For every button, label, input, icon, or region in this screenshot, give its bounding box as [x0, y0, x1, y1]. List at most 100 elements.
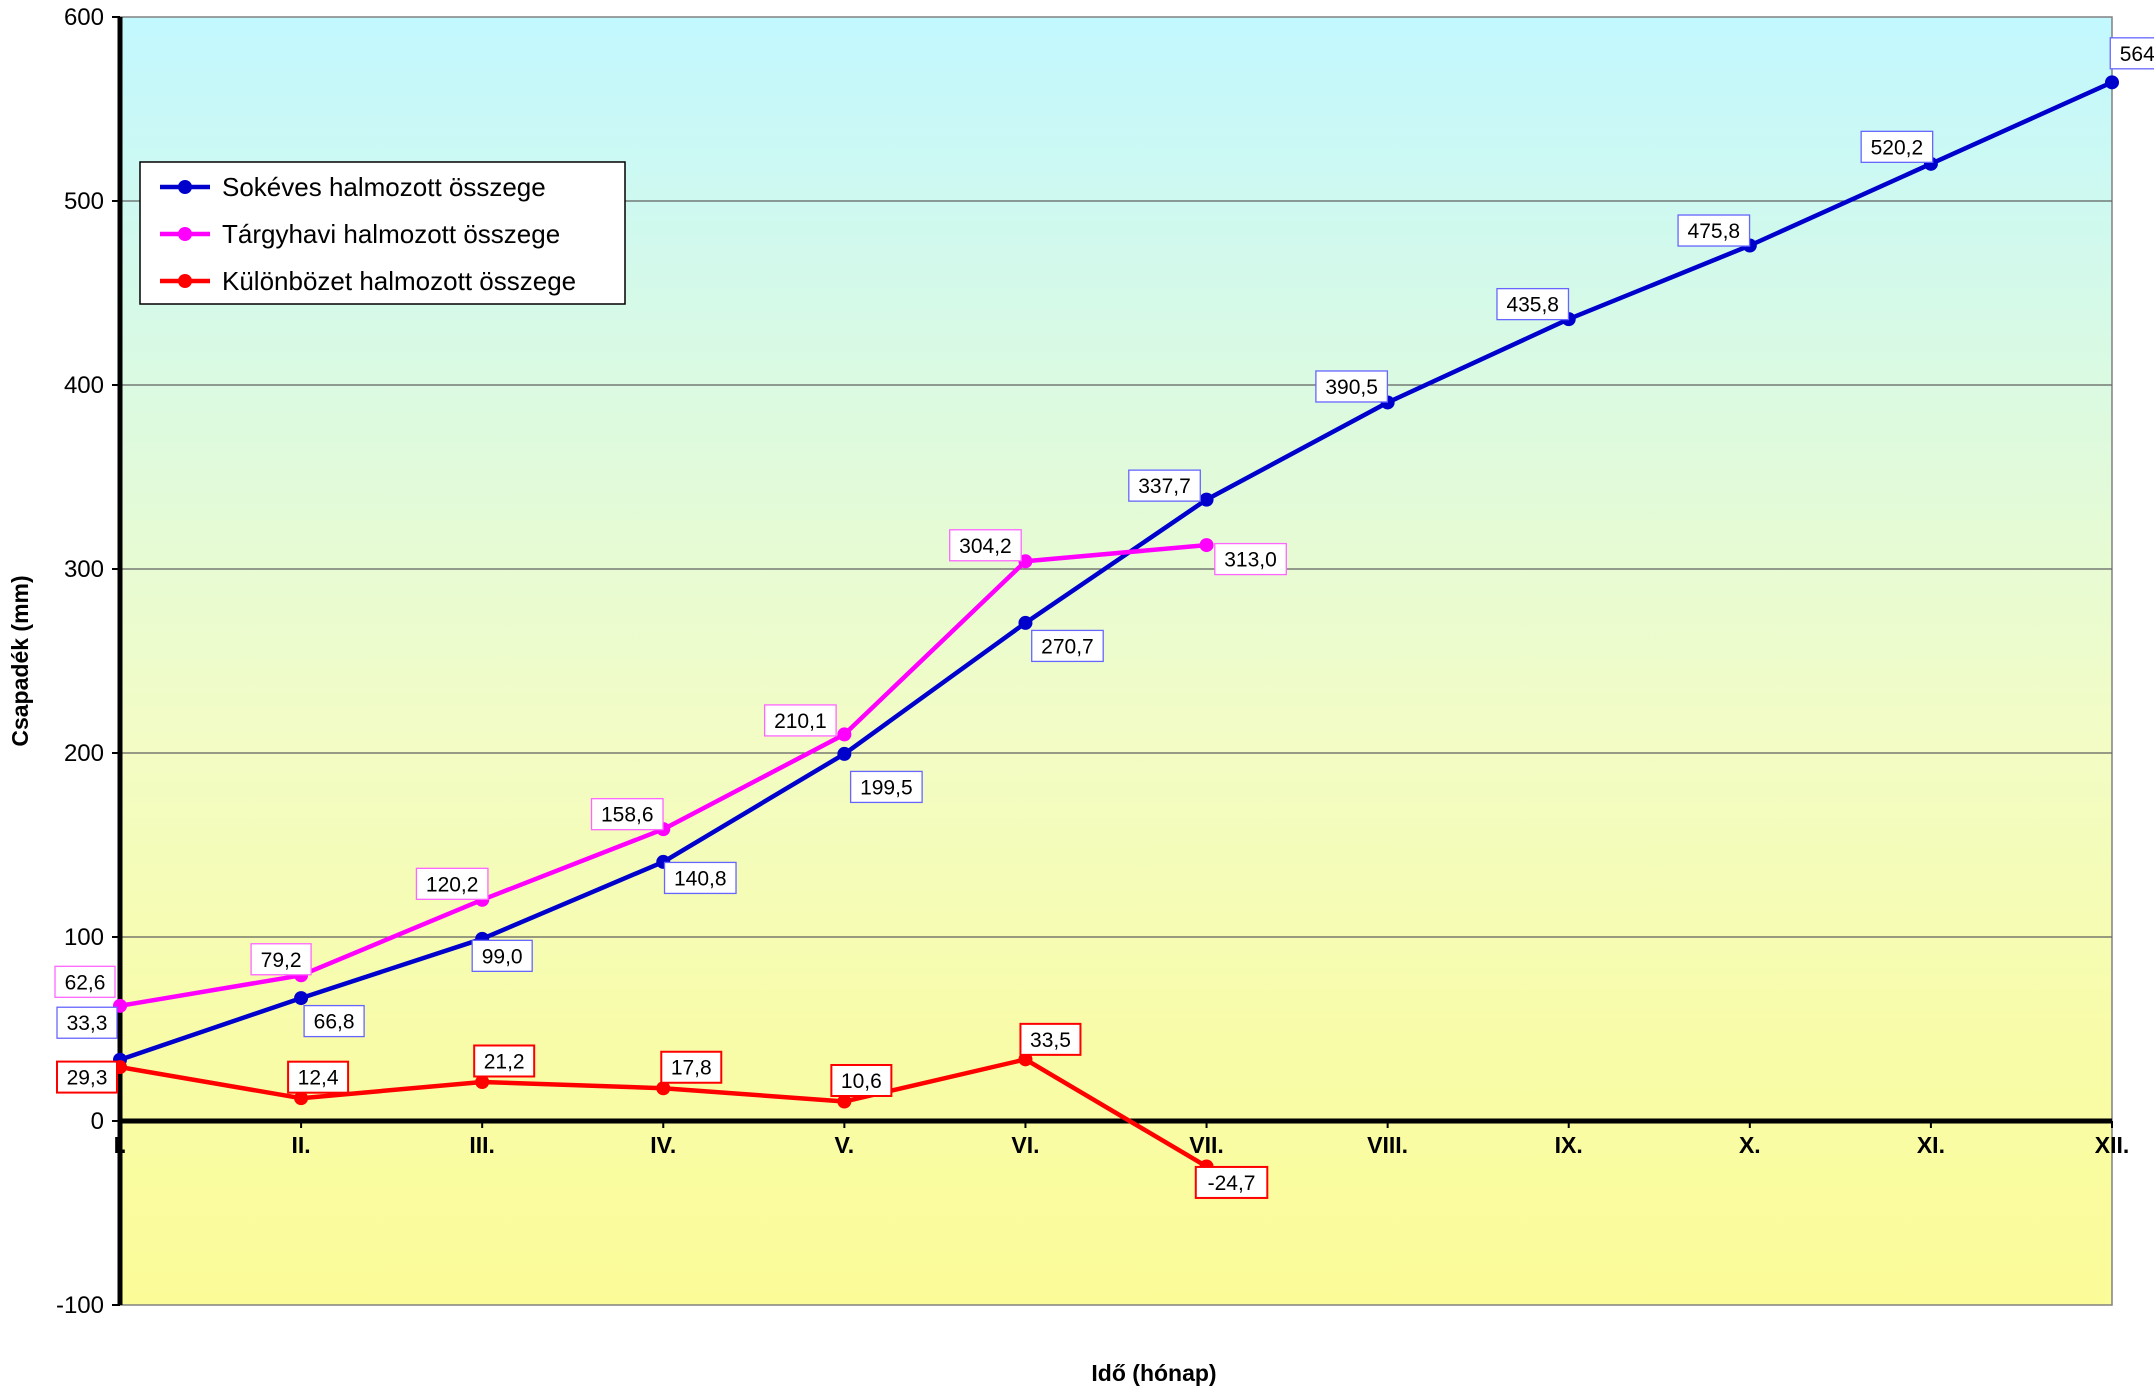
x-tick-label: VII.: [1189, 1132, 1224, 1158]
data-label-box: [1128, 469, 1201, 502]
data-label: 475,8: [1677, 214, 1751, 247]
legend-label: Különbözet halmozott összege: [222, 266, 576, 296]
legend-swatch-marker: [178, 180, 192, 194]
data-label-text: 66,8: [314, 1011, 355, 1034]
data-label: 79,2: [250, 943, 312, 976]
data-label-box: [590, 798, 664, 831]
x-tick-label: VIII.: [1367, 1132, 1408, 1158]
data-label-box: [471, 939, 533, 972]
series-point: [656, 1081, 671, 1096]
data-label: 270,7: [1031, 629, 1104, 663]
data-label-text: 79,2: [261, 949, 302, 972]
series-point: [294, 1091, 309, 1106]
data-label: 120,2: [415, 867, 489, 900]
data-label: 304,2: [949, 529, 1022, 562]
data-label: 66,8: [303, 1004, 365, 1038]
series-3: [113, 1052, 1214, 1174]
series-point: [1199, 538, 1214, 553]
legend-box: [139, 161, 626, 305]
data-label-box: [250, 943, 312, 976]
data-label-box: [303, 1004, 365, 1038]
data-label-box: [1496, 287, 1570, 321]
x-tick-label: IV.: [650, 1132, 676, 1158]
data-label-text: 270,7: [1041, 635, 1094, 658]
data-label: 337,7: [1128, 469, 1201, 502]
data-label: 140,8: [663, 861, 737, 895]
data-label-text: -24,7: [1208, 1172, 1256, 1195]
y-tick-label: 100: [64, 924, 104, 951]
x-tick-label: X.: [1739, 1132, 1761, 1158]
series-point: [2105, 75, 2119, 90]
data-label-text: 140,8: [674, 867, 727, 890]
data-label: 313,0: [1214, 542, 1287, 576]
data-label: 158,6: [590, 798, 664, 831]
y-tick-label: 300: [64, 556, 104, 583]
data-label-box: [473, 1044, 536, 1078]
data-label-text: 390,5: [1325, 376, 1378, 399]
y-tick-label: 0: [91, 1108, 104, 1135]
data-label: 210,1: [763, 704, 837, 737]
y-tick-label: 400: [64, 372, 104, 399]
x-tick-label: V.: [835, 1132, 855, 1158]
data-label-text: 99,0: [482, 945, 523, 968]
legend-label: Sokéves halmozott összege: [222, 172, 546, 202]
x-tick-label: II.: [292, 1132, 311, 1158]
axes: 600 500 400 300 200 100 0 -100 I. II. III. IV. V. VI.…: [56, 4, 2129, 1319]
legend-swatch-marker: [178, 274, 192, 288]
data-label: 33,3: [56, 1006, 118, 1039]
data-label-text: 475,8: [1688, 220, 1741, 243]
data-labels: 33,3 66,8 99,0 140,8 199,5 270,7 337,7 390,5 435…: [54, 37, 2154, 1199]
data-label: 10,6: [830, 1063, 893, 1097]
data-label: 62,6: [54, 965, 116, 998]
x-tick-label: VI.: [1011, 1132, 1039, 1158]
data-label-box: [287, 1060, 350, 1094]
data-label: 564,5: [2109, 37, 2154, 70]
data-label: 33,5: [1019, 1022, 1082, 1056]
legend-item: Tárgyhavi halmozott összege: [160, 219, 560, 249]
x-tick-label: XI.: [1917, 1132, 1945, 1158]
legend-swatch-marker: [178, 227, 192, 241]
y-tick-label: -100: [56, 1292, 104, 1319]
series-point: [294, 991, 309, 1006]
data-label: 12,4: [287, 1060, 350, 1094]
data-label-box: [1214, 542, 1287, 576]
data-label-text: 435,8: [1506, 294, 1559, 317]
y-tick-label: 500: [64, 188, 104, 215]
data-label: 520,2: [1860, 130, 1934, 163]
x-tick-label: IX.: [1555, 1132, 1583, 1158]
data-label-box: [830, 1063, 893, 1097]
x-tick-label: I.: [114, 1132, 127, 1158]
data-label: 21,2: [473, 1044, 536, 1078]
legend: Sokéves halmozott összege Tárgyhavi halmo…: [139, 161, 626, 305]
data-label-text: 199,5: [860, 776, 913, 799]
series-point: [837, 727, 852, 742]
data-label-box: [1194, 1165, 1269, 1199]
data-label: 435,8: [1496, 287, 1570, 321]
data-label-box: [1019, 1022, 1082, 1056]
data-label-box: [660, 1050, 723, 1084]
data-label-box: [2109, 37, 2154, 70]
data-label-text: 120,2: [426, 873, 479, 896]
data-label-text: 10,6: [841, 1070, 882, 1093]
series-point: [837, 746, 852, 761]
data-label-text: 337,7: [1138, 475, 1191, 498]
x-axis-title: Idő (hónap): [1091, 1360, 1216, 1386]
series-point: [837, 1094, 852, 1109]
legend-label: Tárgyhavi halmozott összege: [222, 219, 560, 249]
data-label-text: 520,2: [1871, 136, 1924, 159]
data-label: 17,8: [660, 1050, 723, 1084]
series-line: [119, 80, 2113, 1062]
data-label: 390,5: [1315, 370, 1389, 403]
data-label-text: 29,3: [67, 1067, 108, 1090]
x-tick-label: XII.: [2095, 1132, 2130, 1158]
data-label-box: [1031, 629, 1104, 663]
x-tick-label: III.: [469, 1132, 495, 1158]
data-label-box: [663, 861, 737, 895]
data-label-text: 17,8: [671, 1057, 712, 1080]
series-point: [1199, 492, 1214, 507]
data-label-text: 33,5: [1030, 1029, 1071, 1052]
data-label-text: 313,0: [1224, 549, 1277, 572]
legend-item: Sokéves halmozott összege: [160, 172, 546, 202]
data-label: 99,0: [471, 939, 533, 972]
